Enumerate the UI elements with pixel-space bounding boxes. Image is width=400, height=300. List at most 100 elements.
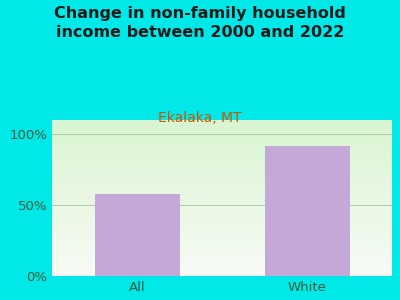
Bar [52, 232, 392, 233]
Bar [52, 163, 392, 164]
Bar [52, 224, 392, 225]
Bar [52, 206, 392, 207]
Bar [52, 127, 392, 128]
Bar [52, 172, 392, 173]
Bar [52, 124, 392, 125]
Bar [52, 241, 392, 242]
Bar [52, 235, 392, 236]
Bar [52, 155, 392, 156]
Bar [52, 236, 392, 237]
Bar [52, 187, 392, 188]
Bar [52, 140, 392, 141]
Bar [52, 145, 392, 146]
Bar [52, 186, 392, 187]
Bar [52, 132, 392, 133]
Bar [52, 240, 392, 241]
Bar [52, 138, 392, 139]
Bar [52, 253, 392, 254]
Bar [52, 190, 392, 191]
Bar [52, 196, 392, 197]
Bar [52, 120, 392, 121]
Bar [52, 189, 392, 190]
Bar [52, 139, 392, 140]
Bar [52, 221, 392, 222]
Bar [52, 130, 392, 131]
Bar [52, 191, 392, 192]
Bar [52, 254, 392, 255]
Bar [52, 160, 392, 161]
Bar [52, 188, 392, 189]
Bar [52, 142, 392, 143]
Bar [52, 268, 392, 269]
Bar [52, 157, 392, 158]
Bar [52, 167, 392, 168]
Bar [52, 204, 392, 205]
Bar [52, 218, 392, 219]
Text: Change in non-family household
income between 2000 and 2022: Change in non-family household income be… [54, 6, 346, 40]
Bar [52, 176, 392, 177]
Bar [52, 143, 392, 144]
Bar [52, 266, 392, 267]
Bar [52, 252, 392, 253]
Bar [52, 121, 392, 122]
Bar [52, 129, 392, 130]
Bar [52, 144, 392, 145]
Bar [52, 215, 392, 216]
Bar [52, 179, 392, 180]
Bar [52, 227, 392, 228]
Bar [52, 239, 392, 240]
Bar [52, 122, 392, 123]
Bar [52, 136, 392, 137]
Bar [52, 260, 392, 261]
Bar [52, 198, 392, 199]
Bar [52, 141, 392, 142]
Bar [52, 128, 392, 129]
Bar [52, 223, 392, 224]
Bar [52, 216, 392, 217]
Bar [52, 208, 392, 209]
Bar [52, 184, 392, 185]
Bar [52, 249, 392, 250]
Bar [52, 173, 392, 174]
Bar [52, 247, 392, 248]
Bar [52, 185, 392, 186]
Bar [52, 210, 392, 211]
Bar [52, 248, 392, 249]
Bar [52, 214, 392, 215]
Bar [52, 230, 392, 231]
Bar [52, 151, 392, 152]
Bar [52, 258, 392, 259]
Bar [52, 256, 392, 257]
Bar [52, 137, 392, 138]
Bar [52, 265, 392, 266]
Bar [52, 175, 392, 176]
Bar [52, 225, 392, 226]
Bar [52, 161, 392, 162]
Bar [52, 226, 392, 227]
Bar [52, 200, 392, 201]
Bar [94, 194, 180, 276]
Bar [52, 149, 392, 150]
Bar [52, 153, 392, 154]
Bar [52, 169, 392, 170]
Bar [264, 146, 350, 276]
Bar [52, 183, 392, 184]
Bar [52, 178, 392, 179]
Bar [52, 211, 392, 212]
Bar [52, 270, 392, 271]
Bar [52, 126, 392, 127]
Bar [52, 238, 392, 239]
Bar [52, 199, 392, 200]
Bar [52, 229, 392, 230]
Bar [52, 233, 392, 234]
Bar [52, 147, 392, 148]
Bar [52, 158, 392, 159]
Bar [52, 131, 392, 132]
Bar [52, 150, 392, 151]
Bar [52, 152, 392, 153]
Bar [52, 168, 392, 169]
Bar [52, 267, 392, 268]
Bar [52, 148, 392, 149]
Bar [52, 123, 392, 124]
Bar [52, 272, 392, 273]
